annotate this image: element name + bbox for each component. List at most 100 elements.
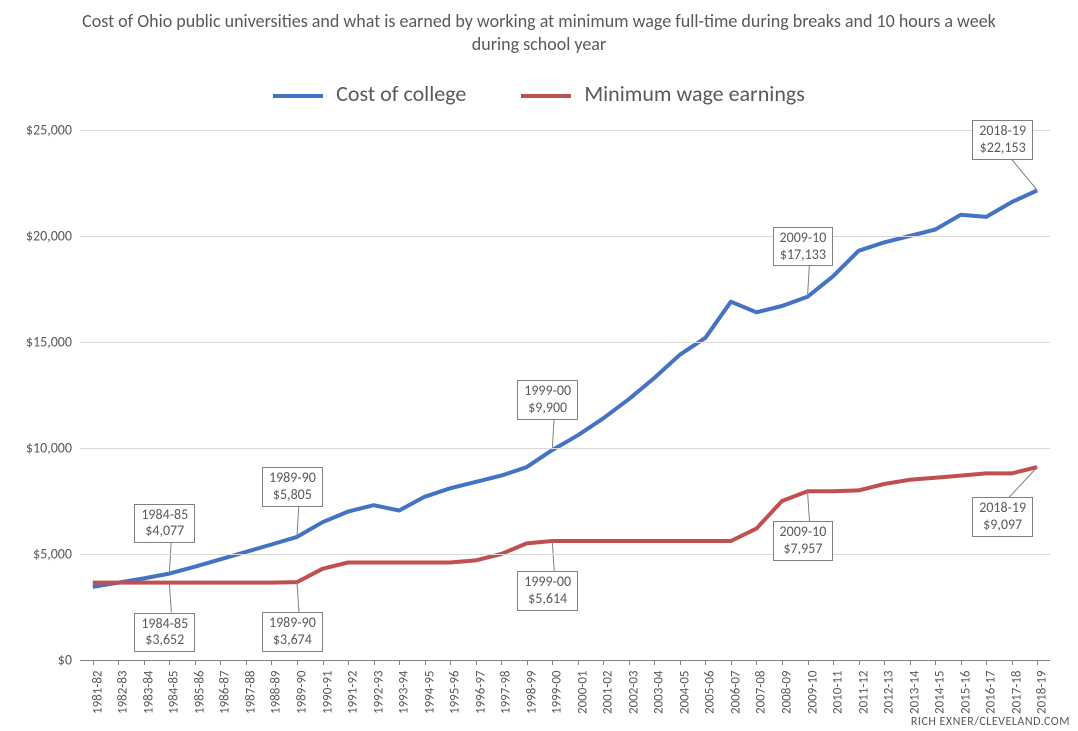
y-axis-label: $10,000	[26, 440, 72, 457]
x-axis-label: 1981-82	[90, 671, 105, 731]
x-tick	[323, 660, 324, 665]
data-callout: 1989-90$5,805	[262, 467, 323, 507]
gridline	[80, 130, 1050, 131]
y-axis-label: $5,000	[33, 546, 72, 563]
callout-leader	[552, 416, 554, 450]
x-tick	[1037, 660, 1038, 665]
x-tick	[93, 660, 94, 665]
x-axis-label: 2004-05	[677, 671, 692, 731]
x-axis-label: 2000-01	[575, 671, 590, 731]
x-axis-label: 2011-12	[856, 671, 871, 731]
series-line	[93, 467, 1037, 582]
x-tick	[731, 660, 732, 665]
x-tick	[552, 660, 553, 665]
x-tick	[680, 660, 681, 665]
x-axis-labels: 1981-821982-831983-841984-851985-861986-…	[80, 663, 1050, 723]
x-axis-label: 1986-87	[218, 671, 233, 731]
gridline	[80, 660, 1050, 661]
x-tick	[374, 660, 375, 665]
legend-label-wage: Minimum wage earnings	[584, 80, 805, 107]
x-tick	[833, 660, 834, 665]
x-tick	[603, 660, 604, 665]
gridline	[80, 554, 1050, 555]
credit-line: RICH EXNER/CLEVELAND.COM	[911, 715, 1070, 729]
y-axis-label: $0	[58, 652, 72, 669]
gridline	[80, 342, 1050, 343]
callout-leader	[552, 541, 554, 571]
x-tick	[859, 660, 860, 665]
y-axis-label: $15,000	[26, 334, 72, 351]
x-axis-label: 1999-00	[550, 671, 565, 731]
x-axis-label: 1985-86	[192, 671, 207, 731]
y-axis-label: $25,000	[26, 122, 72, 139]
callout-leader	[169, 540, 171, 574]
x-axis-label: 1988-89	[269, 671, 284, 731]
legend-swatch-wage	[521, 94, 571, 98]
x-axis-label: 1984-85	[167, 671, 182, 731]
x-axis-label: 1994-95	[422, 671, 437, 731]
legend-swatch-cost	[273, 94, 323, 98]
x-tick	[578, 660, 579, 665]
x-axis-label: 1983-84	[141, 671, 156, 731]
x-tick	[399, 660, 400, 665]
x-tick	[348, 660, 349, 665]
x-axis-label: 1995-96	[448, 671, 463, 731]
callout-leader	[1009, 156, 1037, 190]
x-tick	[782, 660, 783, 665]
x-axis-label: 1982-83	[116, 671, 131, 731]
x-tick	[756, 660, 757, 665]
x-axis-label: 1997-98	[499, 671, 514, 731]
x-tick	[527, 660, 528, 665]
x-axis-label: 1987-88	[243, 671, 258, 731]
x-tick	[144, 660, 145, 665]
x-axis-label: 1992-93	[371, 671, 386, 731]
x-axis-label: 2008-09	[779, 671, 794, 731]
x-axis-label: 1996-97	[473, 671, 488, 731]
data-callout: 1989-90$3,674	[262, 612, 323, 652]
x-tick	[271, 660, 272, 665]
gridline	[80, 448, 1050, 449]
x-axis-label: 1991-92	[346, 671, 361, 731]
x-tick	[450, 660, 451, 665]
callout-leader	[169, 583, 171, 613]
x-tick	[986, 660, 987, 665]
x-axis-label: 1990-91	[320, 671, 335, 731]
data-callout: 1999-00$5,614	[517, 571, 578, 611]
x-tick	[425, 660, 426, 665]
x-axis-label: 2009-10	[805, 671, 820, 731]
callout-leader	[808, 491, 810, 521]
x-tick	[476, 660, 477, 665]
x-axis-label: 1998-99	[524, 671, 539, 731]
x-axis-label: 2006-07	[728, 671, 743, 731]
x-tick	[629, 660, 630, 665]
plot-area: $0$5,000$10,000$15,000$20,000$25,0001984…	[80, 130, 1050, 660]
chart-container: Cost of Ohio public universities and wha…	[0, 0, 1078, 731]
chart-title: Cost of Ohio public universities and wha…	[0, 10, 1078, 57]
callout-leader	[808, 263, 810, 297]
x-tick	[808, 660, 809, 665]
legend-item-cost: Cost of college	[273, 80, 466, 107]
x-tick	[501, 660, 502, 665]
callout-leader	[297, 503, 299, 537]
x-tick	[297, 660, 298, 665]
y-axis-label: $20,000	[26, 228, 72, 245]
data-callout: 2009-10$7,957	[773, 521, 834, 561]
x-axis-label: 2005-06	[703, 671, 718, 731]
x-tick	[705, 660, 706, 665]
legend-item-wage: Minimum wage earnings	[521, 80, 805, 107]
x-tick	[195, 660, 196, 665]
x-tick	[169, 660, 170, 665]
x-axis-label: 2007-08	[754, 671, 769, 731]
x-axis-label: 2001-02	[601, 671, 616, 731]
legend: Cost of college Minimum wage earnings	[0, 80, 1078, 107]
x-tick	[246, 660, 247, 665]
callout-leader	[297, 582, 299, 612]
data-callout: 1984-85$4,077	[134, 504, 195, 544]
data-callout: 1984-85$3,652	[134, 613, 195, 653]
x-tick	[654, 660, 655, 665]
x-tick	[884, 660, 885, 665]
data-callout: 2009-10$17,133	[773, 227, 834, 267]
x-axis-label: 2010-11	[831, 671, 846, 731]
x-axis-label: 1993-94	[397, 671, 412, 731]
x-axis-label: 2002-03	[626, 671, 641, 731]
